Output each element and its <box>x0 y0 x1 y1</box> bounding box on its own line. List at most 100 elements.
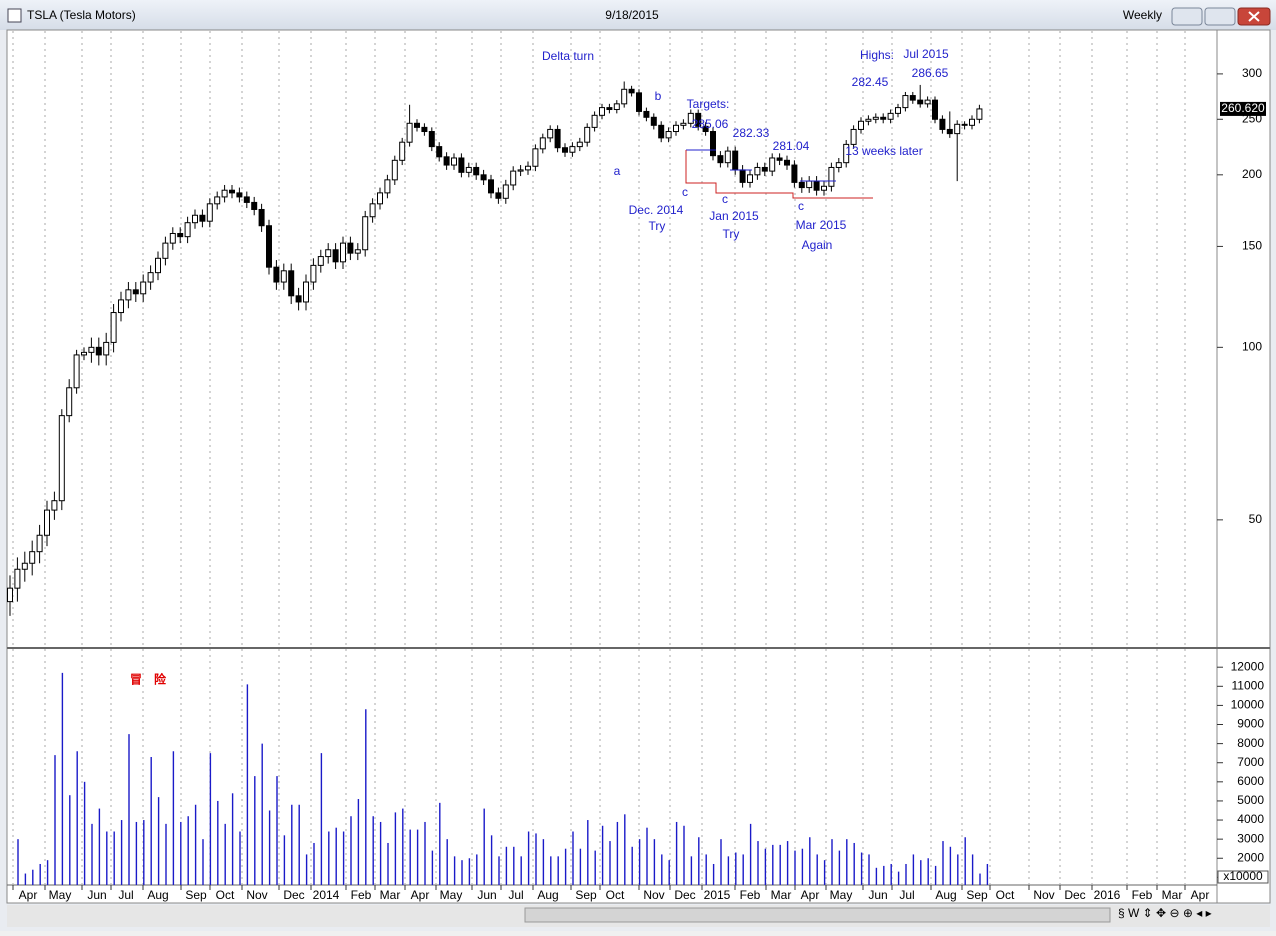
x-tick-label: Feb <box>740 888 761 902</box>
annotation: Jul 2015 <box>903 47 949 61</box>
x-tick-label: Jul <box>508 888 523 902</box>
candle-body <box>769 157 776 172</box>
y-tick-label: 50 <box>1249 512 1263 526</box>
candle-body <box>88 346 95 353</box>
annotation: 281.04 <box>773 139 810 153</box>
candle-body <box>821 185 827 191</box>
candle-body <box>229 189 235 194</box>
candle-body <box>606 107 613 111</box>
candle-body <box>850 128 857 145</box>
candle-body <box>325 249 332 258</box>
candle-body <box>391 159 398 181</box>
candle-body <box>887 112 894 120</box>
candle-body <box>332 249 339 263</box>
candle-body <box>554 128 561 149</box>
x-tick-label: Jun <box>87 888 106 902</box>
candle-body <box>798 181 805 189</box>
candle-body <box>347 242 354 254</box>
candle-body <box>414 122 420 128</box>
window-title: TSLA (Tesla Motors) <box>27 8 136 22</box>
scroll-thumb[interactable] <box>524 907 1111 923</box>
candle-body <box>199 214 206 222</box>
candle-body <box>310 264 317 283</box>
x-tick-label: Mar <box>380 888 401 902</box>
candle-body <box>828 166 835 187</box>
annotation: 282.33 <box>733 126 770 140</box>
volume-tick-label: 8000 <box>1237 736 1264 750</box>
volume-tick-label: 11000 <box>1232 678 1265 692</box>
candle-body <box>480 174 487 181</box>
x-tick-label: Oct <box>996 888 1015 902</box>
candle-body <box>747 174 753 183</box>
candle-body <box>488 179 494 194</box>
annotation: b <box>655 89 662 103</box>
x-tick-label: Jul <box>899 888 914 902</box>
toolbar-icons[interactable]: § W ⇕ ✥ ⊖ ⊕ ◂ ▸ <box>1118 906 1212 920</box>
candle-body <box>44 509 50 536</box>
x-tick-label: Apr <box>411 888 430 902</box>
candle-body <box>976 108 983 120</box>
annotation: Jan 2015 <box>709 209 759 223</box>
period: Weekly <box>1123 8 1162 22</box>
candle-body <box>547 128 554 139</box>
annotation: c <box>798 199 804 213</box>
candle-body <box>14 568 21 589</box>
candle-body <box>621 88 628 105</box>
candle-body <box>147 272 154 283</box>
y-tick-label: 300 <box>1242 66 1262 80</box>
app-icon <box>7 8 22 23</box>
x-tick-label: May <box>830 888 853 902</box>
candle-body <box>969 118 975 126</box>
candle-body <box>58 415 65 502</box>
x-tick-label: Feb <box>1132 888 1153 902</box>
candle-body <box>458 157 465 173</box>
x-tick-label: Nov <box>246 888 267 902</box>
candle-body <box>584 126 591 143</box>
candle-body <box>562 147 568 153</box>
x-tick-label: Sep <box>185 888 207 902</box>
candle-body <box>243 196 250 203</box>
candle-body <box>732 150 739 171</box>
candle-body <box>510 170 517 186</box>
candle-body <box>858 120 864 130</box>
candle-body <box>73 354 80 389</box>
candle-body <box>384 179 391 194</box>
candle-body <box>36 534 43 553</box>
candle-body <box>21 562 28 570</box>
x-tick-label: May <box>49 888 72 902</box>
candle-body <box>673 124 679 133</box>
x-tick-label: May <box>440 888 463 902</box>
candle-body <box>473 166 480 176</box>
candle-body <box>436 146 443 158</box>
volume-tick-label: 2000 <box>1237 850 1264 864</box>
candle-body <box>695 112 702 127</box>
annotation: Dec. 2014 <box>629 203 684 217</box>
candle-body <box>451 157 457 166</box>
volume-tick-label: 7000 <box>1237 755 1264 769</box>
x-tick-label: Mar <box>1162 888 1183 902</box>
candle-body <box>206 203 213 222</box>
maximize-button[interactable] <box>1204 7 1236 26</box>
annotation: 13 weeks later <box>845 144 922 158</box>
candle-body <box>81 351 87 356</box>
minimize-button[interactable] <box>1171 7 1203 26</box>
candle-body <box>192 214 198 224</box>
x-tick-label: Nov <box>643 888 664 902</box>
candle-body <box>280 270 287 283</box>
annotation: 285.06 <box>692 117 729 131</box>
candle-body <box>784 159 790 166</box>
candle-body <box>539 137 546 150</box>
chart-area <box>6 29 1271 904</box>
x-tick-label: Mar <box>771 888 792 902</box>
x-tick-label: Nov <box>1033 888 1054 902</box>
candle-body <box>421 126 428 133</box>
candle-body <box>872 116 879 120</box>
candle-body <box>909 95 916 101</box>
candle-body <box>362 216 369 251</box>
x-tick-label: Apr <box>19 888 38 902</box>
candle-body <box>599 107 605 116</box>
annotation: Try <box>649 219 666 233</box>
candle-body <box>665 131 672 139</box>
candle-body <box>221 189 228 198</box>
annotation: Mar 2015 <box>796 218 847 232</box>
